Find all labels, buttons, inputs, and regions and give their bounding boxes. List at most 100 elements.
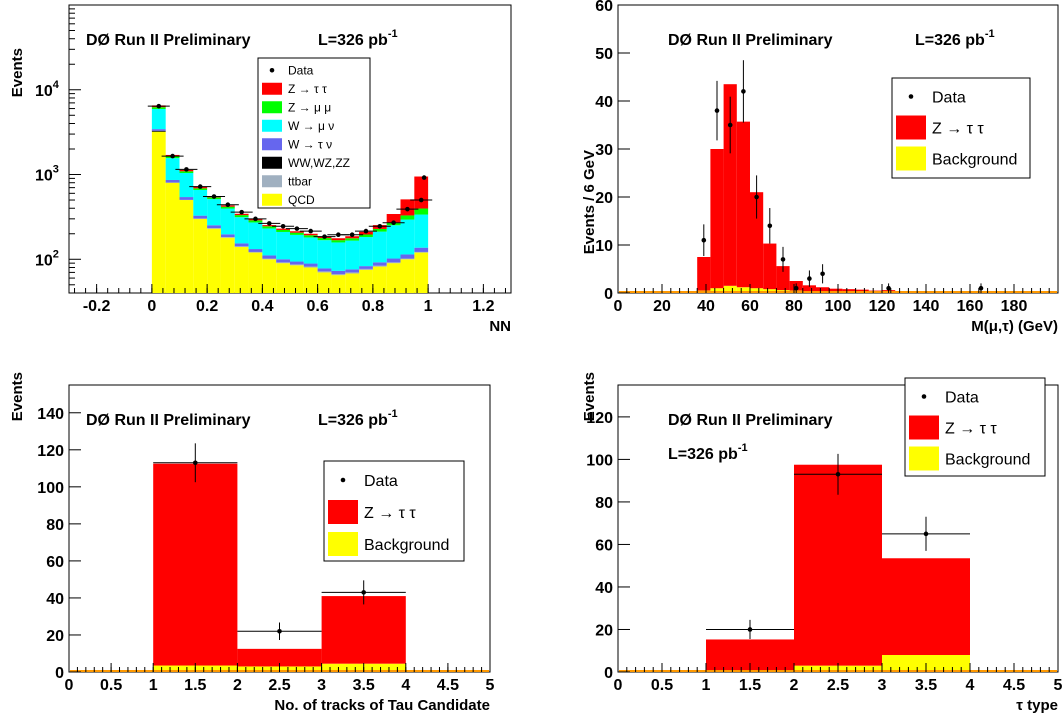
legend: Data Z → τ τ Background: [323, 460, 465, 562]
chart-title: DØ Run II Preliminary: [668, 412, 833, 429]
y-tick-label: 120: [586, 410, 613, 427]
data-points: [147, 103, 433, 239]
x-axis: 0 0.5 1 1.5 2 2.5 3 3.5 4 4.5 5: [614, 663, 1063, 694]
x-tick-label: 1.5: [739, 677, 761, 694]
bar: [763, 243, 777, 290]
bar: [317, 271, 332, 273]
bar: [303, 233, 318, 236]
x-tick-label: 3: [317, 677, 326, 694]
bar: [331, 238, 346, 241]
chart-panel-ntracks: 0 0.5 1 1.5 2 2.5 3 3.5 4 4.5 5 0 20 40 60 80 100 120 140 N…: [9, 372, 495, 714]
bar: [750, 288, 764, 293]
bar: [386, 258, 401, 263]
data-point: [266, 221, 272, 226]
x-axis-label: No. of tracks of Tau Candidate: [274, 697, 490, 714]
legend-label: Z → τ τ: [364, 505, 416, 522]
y-tick-base: 10: [35, 83, 53, 100]
legend-label: Background: [945, 452, 1030, 469]
legend-swatch: [262, 175, 282, 188]
data-point: [767, 223, 773, 229]
x-tick-label: 100: [825, 298, 852, 315]
data-point: [253, 216, 258, 222]
bar: [372, 228, 387, 232]
x-tick-label: -0.2: [83, 298, 111, 315]
data-point: [418, 197, 424, 203]
bar: [303, 267, 318, 293]
bar: [842, 289, 856, 292]
bar: [262, 258, 277, 260]
luminosity-label: L=326 pb-1: [668, 442, 748, 463]
bar: [234, 217, 249, 244]
y-tick-label: 0: [604, 286, 613, 303]
x-tick-label: 60: [741, 298, 759, 315]
y-tick-label: 60: [595, 537, 613, 554]
bar: [303, 263, 318, 267]
series-1: [706, 464, 970, 671]
legend-label: Data: [932, 90, 966, 107]
legend-label: W → τ ν: [288, 137, 332, 151]
luminosity-label: L=326 pb-1: [318, 408, 398, 429]
series-1: [153, 463, 406, 667]
data-point: [421, 175, 427, 180]
y-tick-label: 140: [37, 406, 64, 423]
legend: Data Z → τ τ Z → μ μ W → μ ν W → τ ν WW,WZ,ZZ…: [257, 57, 371, 209]
luminosity-label: L=326 pb-1: [318, 28, 398, 49]
data-point: [277, 628, 282, 634]
legend-swatch: [262, 156, 282, 169]
legend-label: Z → τ τ: [945, 421, 997, 438]
bar: [372, 266, 387, 293]
bar: [345, 273, 360, 293]
bar: [303, 266, 318, 268]
x-tick-label: 0.5: [100, 677, 122, 694]
legend-swatch: [896, 115, 926, 140]
x-tick-label: 180: [1001, 298, 1028, 315]
y-tick-label: 100: [37, 480, 64, 497]
bar: [220, 237, 235, 293]
bar: [262, 228, 277, 256]
bar: [414, 214, 429, 248]
y-tick-base: 10: [35, 168, 53, 185]
bar: [331, 275, 346, 293]
bar: [290, 265, 304, 293]
x-axis: -0.2 0 0.2 0.4 0.6 0.8 1 1.2: [74, 284, 506, 315]
bar: [220, 206, 235, 209]
y-tick-exp: 3: [53, 164, 59, 176]
x-tick-label: 80: [785, 298, 803, 315]
bar: [248, 251, 263, 253]
bar: [386, 262, 401, 264]
bar: [372, 231, 387, 263]
legend-marker: [908, 94, 914, 99]
y-tick-label: 20: [595, 190, 613, 207]
bar: [414, 247, 429, 252]
x-tick-label: 3.5: [353, 677, 375, 694]
bar: [317, 238, 332, 241]
data-point: [923, 531, 929, 537]
bar: [400, 219, 415, 255]
x-tick-label: 1: [702, 677, 711, 694]
bar: [802, 285, 816, 292]
y-axis: 0 20 40 60 80 100 120 140: [37, 406, 81, 682]
data-point: [184, 167, 189, 172]
y-tick-label: 50: [595, 46, 613, 63]
y-axis-label: Events: [9, 372, 26, 421]
bar: [321, 596, 406, 664]
data-point: [820, 271, 825, 277]
data-point: [701, 237, 707, 243]
chart-title: DØ Run II Preliminary: [668, 32, 833, 49]
bar: [276, 262, 290, 264]
bar: [359, 268, 373, 270]
bar: [165, 158, 180, 180]
x-tick-label: 0.5: [651, 677, 673, 694]
x-tick-label: 3: [878, 677, 887, 694]
series-0: [151, 131, 429, 293]
bar: [234, 246, 249, 293]
y-tick-label: 102: [35, 248, 59, 269]
x-tick-label: 4: [401, 677, 410, 694]
data-point: [978, 285, 984, 291]
bar: [151, 131, 166, 293]
bar: [165, 182, 180, 293]
x-tick-label: 140: [913, 298, 940, 315]
bar: [262, 259, 277, 293]
bar: [331, 274, 346, 276]
